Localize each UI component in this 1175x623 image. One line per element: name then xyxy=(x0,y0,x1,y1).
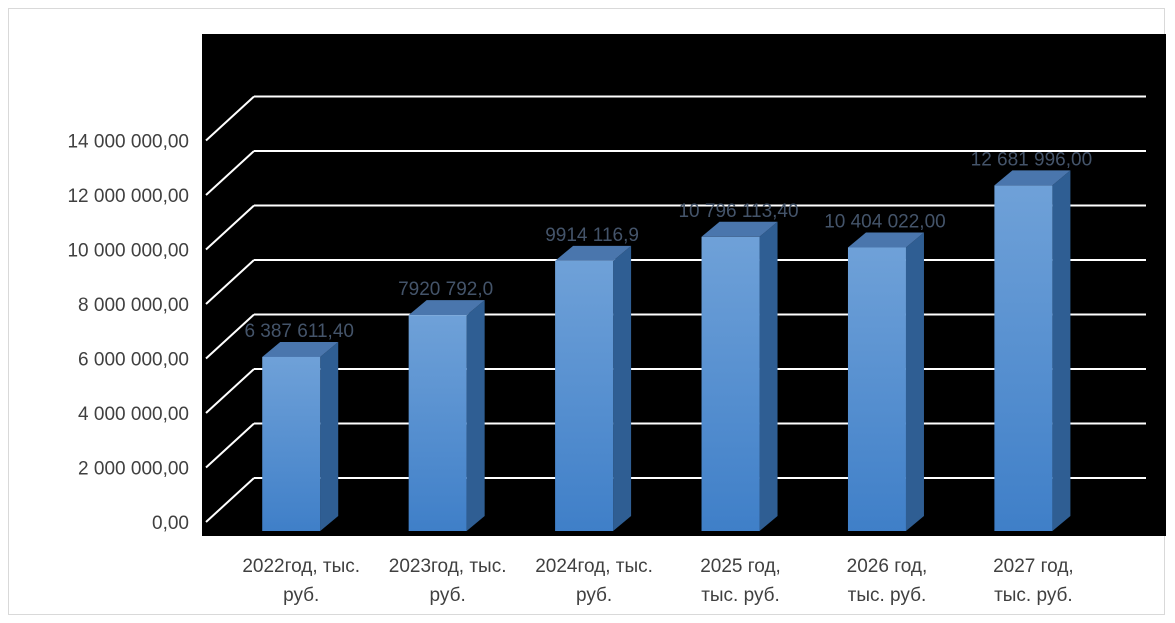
gridline-diagonal xyxy=(205,477,255,523)
gridline-diagonal xyxy=(205,313,255,360)
bar xyxy=(408,315,467,531)
y-tick-label: 2 000 000,00 xyxy=(78,459,189,480)
y-tick-label: 8 000 000,00 xyxy=(78,295,189,316)
x-category-label: руб. xyxy=(576,585,612,606)
y-tick-label: 6 000 000,00 xyxy=(78,350,189,371)
data-labels: 6 387 611,40 7920 792,0 9914 116,9 10 796 1… xyxy=(244,149,1092,342)
chart-frame: 0,00 2 000 000,00 4 000 000,00 6 000 000,00… xyxy=(8,8,1166,615)
bar-side xyxy=(466,300,485,531)
x-category-label: 2022год, тыс. xyxy=(242,556,360,577)
bar-side xyxy=(320,341,339,531)
y-tick-label: 12 000 000,00 xyxy=(67,186,189,207)
bar-side xyxy=(905,232,924,531)
y-tick-label: 4 000 000,00 xyxy=(78,404,189,425)
x-category-label: руб. xyxy=(430,585,466,606)
gridline-diagonal xyxy=(205,204,255,251)
bar-top xyxy=(262,341,339,357)
data-label: 7920 792,0 xyxy=(398,279,493,300)
y-tick-label: 10 000 000,00 xyxy=(67,241,189,262)
data-label: 9914 116,9 xyxy=(545,225,639,246)
bar-top xyxy=(994,170,1071,186)
x-category-label: тыс. руб. xyxy=(848,585,927,606)
x-category-label: тыс. руб. xyxy=(701,585,780,606)
bar xyxy=(994,185,1053,532)
x-category-label: 2024год, тыс. xyxy=(535,556,653,577)
x-category-label: 2026 год, xyxy=(847,556,928,577)
x-category-label: 2027 год, xyxy=(993,556,1074,577)
bar-top xyxy=(555,245,632,261)
x-category-label: 2025 год, xyxy=(700,556,781,577)
data-label: 10 404 022,00 xyxy=(824,211,946,232)
y-axis-tick-labels: 0,00 2 000 000,00 4 000 000,00 6 000 000,00… xyxy=(67,132,189,535)
x-category-label: 2023год, тыс. xyxy=(389,556,507,577)
bars xyxy=(262,170,1071,532)
bar-top xyxy=(701,221,778,237)
gridline-diagonal xyxy=(205,422,255,469)
bar-side xyxy=(1052,170,1071,532)
gridline-diagonal xyxy=(205,368,255,414)
bar-side xyxy=(613,245,632,531)
bar-chart: 0,00 2 000 000,00 4 000 000,00 6 000 000,00… xyxy=(67,34,1166,606)
data-label: 10 796 113,40 xyxy=(678,201,798,222)
gridline-diagonal xyxy=(205,95,255,142)
bar xyxy=(701,236,760,531)
bar-top xyxy=(847,232,924,248)
y-tick-label: 0,00 xyxy=(152,513,189,534)
bar xyxy=(847,247,906,531)
x-category-label: тыс. руб. xyxy=(994,585,1073,606)
gridline-diagonal xyxy=(205,259,255,305)
data-label: 6 387 611,40 xyxy=(244,321,354,342)
bar-top xyxy=(408,300,485,316)
bar xyxy=(262,356,321,531)
y-tick-label: 14 000 000,00 xyxy=(67,132,189,153)
x-category-label: руб. xyxy=(283,585,319,606)
bar xyxy=(555,260,614,531)
gridline-diagonal xyxy=(205,150,255,196)
data-label: 12 681 996,00 xyxy=(971,149,1093,170)
x-axis-category-labels: 2022год, тыс. руб. 2023год, тыс. руб. 2024го… xyxy=(242,556,1073,606)
bar-side xyxy=(759,221,778,531)
